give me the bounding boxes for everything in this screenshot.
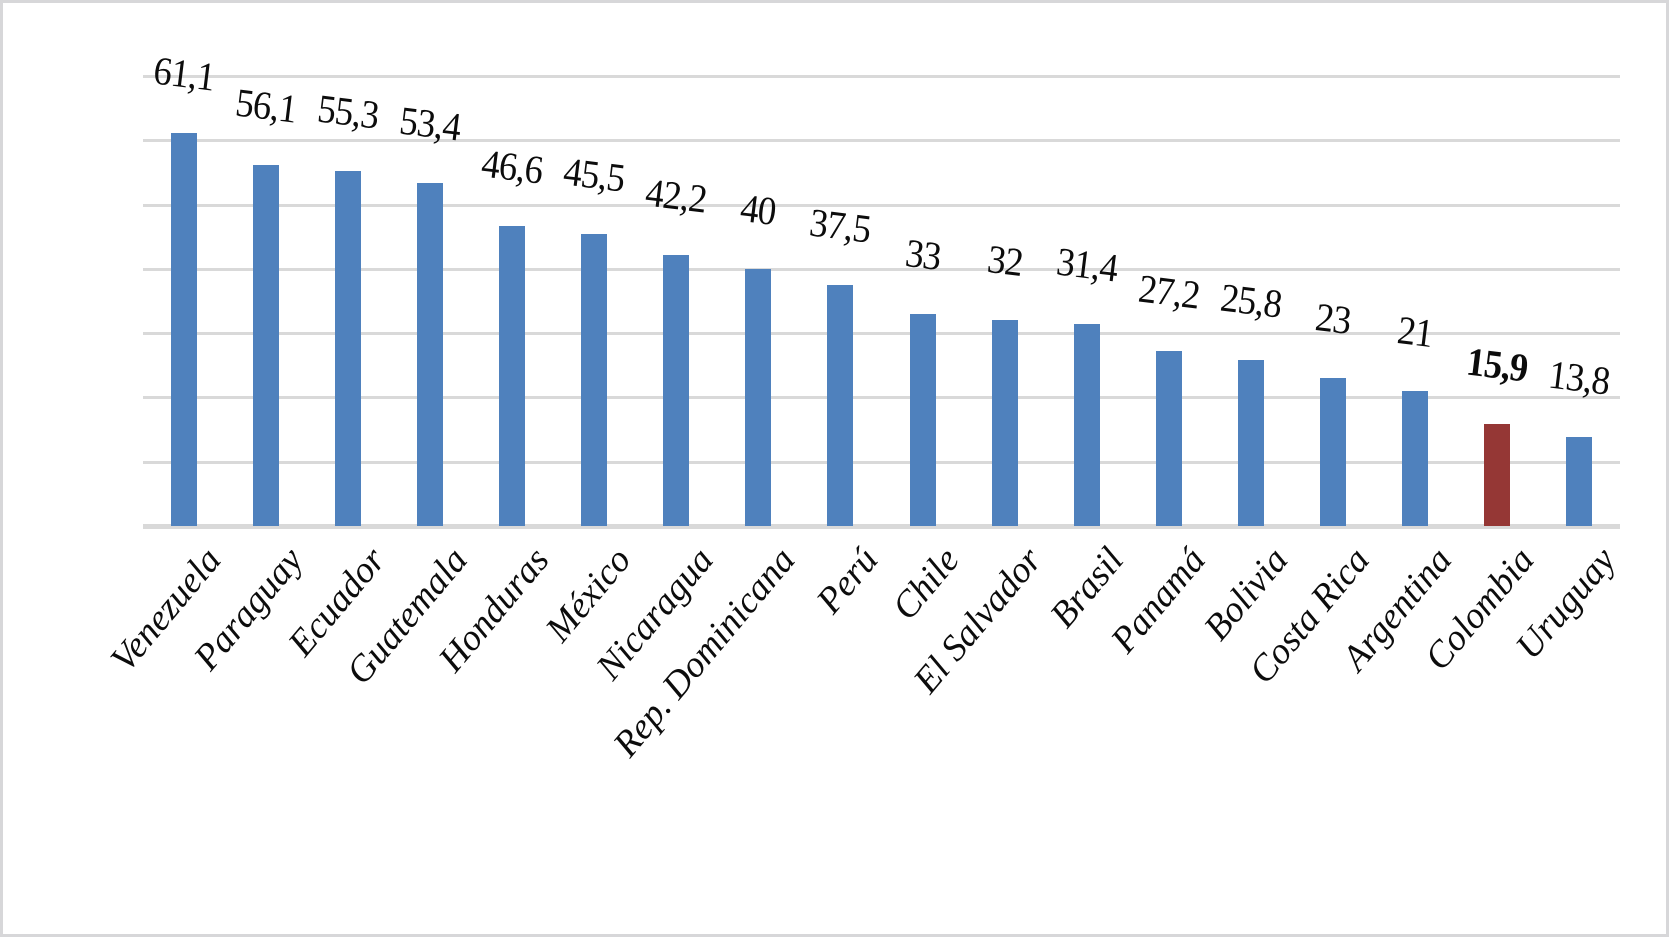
value-label-uruguay: 13,8: [1546, 351, 1612, 404]
gridline-40: [143, 267, 1620, 271]
bar-paraguay: [253, 165, 280, 526]
gridline-70: [143, 75, 1620, 78]
bar-brasil: [1073, 324, 1100, 526]
bar-ecuador: [335, 170, 362, 526]
bar-uruguay: [1565, 437, 1592, 526]
bar-peru: [827, 284, 854, 526]
bar-bolivia: [1237, 360, 1264, 526]
category-label-peru: Perú: [808, 540, 886, 622]
bar-panama: [1155, 351, 1182, 526]
bar-nicaragua: [663, 254, 690, 526]
bar-el-salvador: [991, 320, 1018, 526]
gridline-60: [143, 139, 1620, 143]
bar-mexico: [581, 233, 608, 526]
gridline-20: [143, 396, 1620, 400]
bar-venezuela: [171, 133, 198, 526]
bar-chile: [909, 313, 936, 526]
x-axis-line: [143, 524, 1620, 529]
gridline-10: [143, 460, 1620, 464]
bar-rep-dominicana: [745, 268, 772, 526]
gridline-50: [143, 203, 1620, 207]
bar-guatemala: [417, 182, 444, 526]
bar-argentina: [1401, 391, 1428, 526]
bar-colombia: [1483, 423, 1510, 526]
bar-honduras: [499, 226, 526, 526]
gridline-30: [143, 332, 1620, 336]
bar-costa-rica: [1319, 378, 1346, 526]
